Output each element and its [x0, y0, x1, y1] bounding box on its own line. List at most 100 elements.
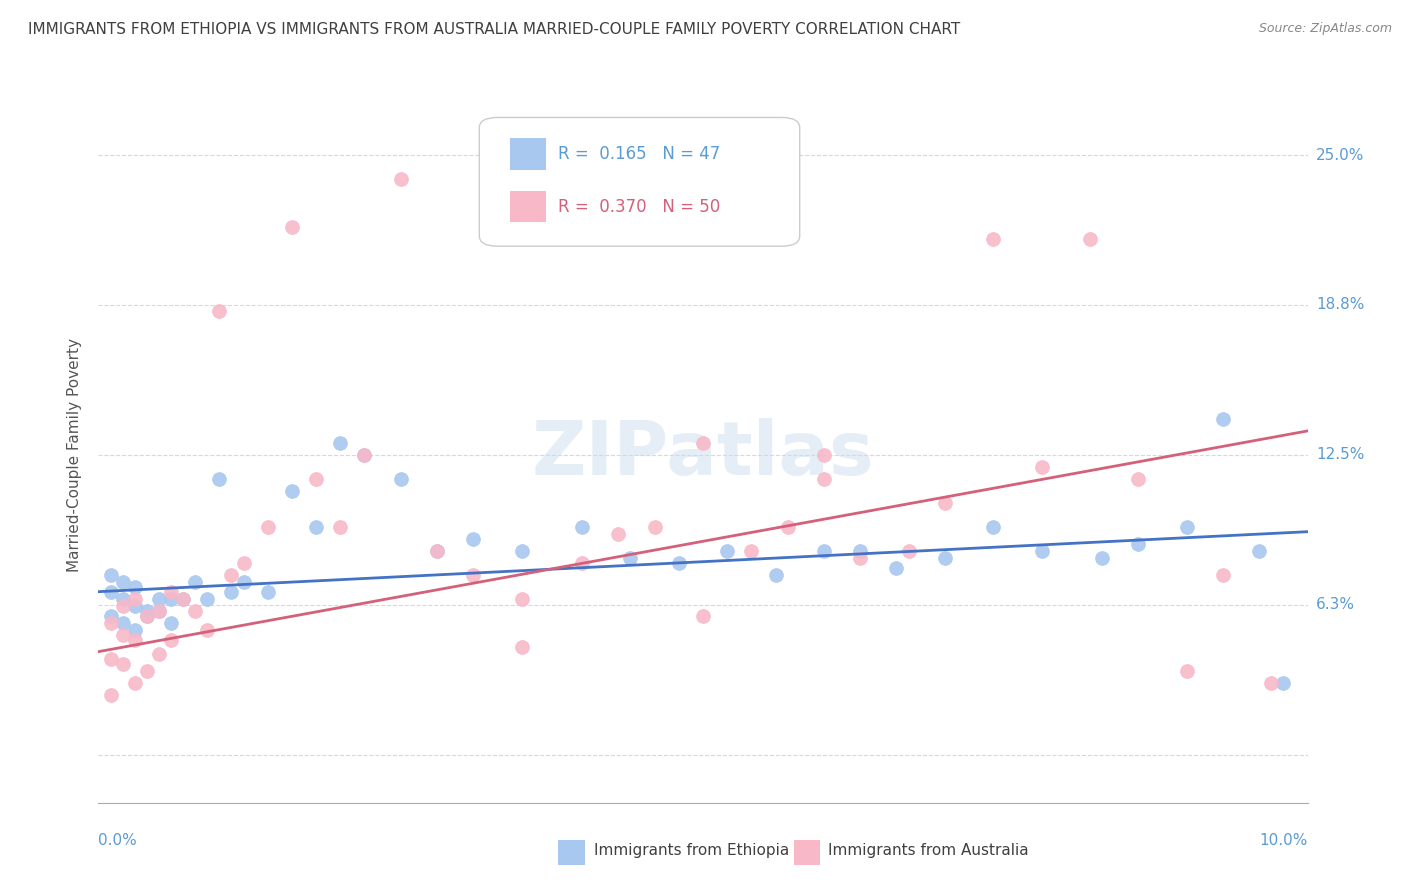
Point — [221, 584, 243, 599]
Point — [934, 496, 956, 510]
Point — [692, 608, 714, 623]
Point — [124, 599, 146, 613]
Point — [571, 520, 593, 534]
Point — [740, 544, 762, 558]
Text: 25.0%: 25.0% — [1316, 147, 1364, 162]
Point — [148, 604, 170, 618]
Point — [208, 472, 231, 486]
Point — [208, 304, 231, 318]
Point — [195, 591, 218, 606]
Point — [305, 520, 328, 534]
Point — [510, 544, 533, 558]
Point — [886, 560, 908, 574]
Point — [463, 532, 485, 546]
Point — [510, 591, 533, 606]
Point — [111, 591, 134, 606]
Point — [571, 556, 593, 570]
Point — [353, 448, 375, 462]
Point — [1128, 472, 1150, 486]
Point — [426, 544, 449, 558]
Point — [100, 652, 122, 666]
Point — [692, 436, 714, 450]
Point — [111, 615, 134, 630]
FancyBboxPatch shape — [558, 840, 585, 865]
Point — [765, 567, 787, 582]
Point — [1031, 459, 1053, 474]
Point — [1128, 537, 1150, 551]
Point — [160, 591, 183, 606]
Point — [232, 575, 254, 590]
Point — [111, 575, 134, 590]
Point — [849, 544, 872, 558]
Point — [124, 591, 146, 606]
Point — [172, 591, 194, 606]
Point — [1078, 232, 1101, 246]
Point — [100, 608, 122, 623]
Point — [1175, 664, 1198, 678]
Point — [124, 676, 146, 690]
FancyBboxPatch shape — [479, 118, 800, 246]
Point — [329, 520, 352, 534]
FancyBboxPatch shape — [793, 840, 820, 865]
Point — [256, 520, 278, 534]
Point — [981, 232, 1004, 246]
Point — [644, 520, 666, 534]
Point — [281, 483, 304, 498]
Text: IMMIGRANTS FROM ETHIOPIA VS IMMIGRANTS FROM AUSTRALIA MARRIED-COUPLE FAMILY POVE: IMMIGRANTS FROM ETHIOPIA VS IMMIGRANTS F… — [28, 22, 960, 37]
Point — [135, 604, 157, 618]
Point — [281, 219, 304, 234]
Point — [124, 580, 146, 594]
Point — [172, 591, 194, 606]
Point — [135, 608, 157, 623]
Point — [135, 664, 157, 678]
Text: 0.0%: 0.0% — [98, 833, 138, 848]
Point — [510, 640, 533, 654]
Point — [1212, 567, 1234, 582]
Text: 12.5%: 12.5% — [1316, 448, 1364, 462]
Point — [1272, 676, 1295, 690]
Text: R =  0.370   N = 50: R = 0.370 N = 50 — [558, 197, 720, 216]
Point — [849, 551, 872, 566]
Point — [1175, 520, 1198, 534]
Point — [111, 657, 134, 671]
Point — [1031, 544, 1053, 558]
Point — [463, 567, 485, 582]
Point — [100, 688, 122, 702]
Point — [1260, 676, 1282, 690]
Point — [426, 544, 449, 558]
Point — [148, 591, 170, 606]
Point — [160, 584, 183, 599]
Point — [353, 448, 375, 462]
Point — [256, 584, 278, 599]
Point — [232, 556, 254, 570]
Point — [100, 584, 122, 599]
Text: Immigrants from Australia: Immigrants from Australia — [828, 843, 1028, 857]
Text: Immigrants from Ethiopia: Immigrants from Ethiopia — [595, 843, 789, 857]
Point — [111, 599, 134, 613]
Point — [389, 172, 412, 186]
Text: 18.8%: 18.8% — [1316, 297, 1364, 312]
Point — [160, 632, 183, 647]
Point — [100, 567, 122, 582]
Point — [100, 615, 122, 630]
FancyBboxPatch shape — [509, 191, 546, 222]
Point — [1249, 544, 1271, 558]
Point — [184, 604, 207, 618]
Point — [329, 436, 352, 450]
Point — [389, 472, 412, 486]
Point — [813, 544, 835, 558]
Point — [607, 527, 630, 541]
Point — [1091, 551, 1114, 566]
Point — [124, 623, 146, 637]
Text: Source: ZipAtlas.com: Source: ZipAtlas.com — [1258, 22, 1392, 36]
Point — [897, 544, 920, 558]
Text: ZIPatlas: ZIPatlas — [531, 418, 875, 491]
Point — [619, 551, 641, 566]
Text: 6.3%: 6.3% — [1316, 598, 1355, 613]
Point — [111, 628, 134, 642]
Point — [813, 472, 835, 486]
Point — [716, 544, 738, 558]
Text: 10.0%: 10.0% — [1260, 833, 1308, 848]
Point — [148, 647, 170, 661]
Text: R =  0.165   N = 47: R = 0.165 N = 47 — [558, 145, 720, 162]
